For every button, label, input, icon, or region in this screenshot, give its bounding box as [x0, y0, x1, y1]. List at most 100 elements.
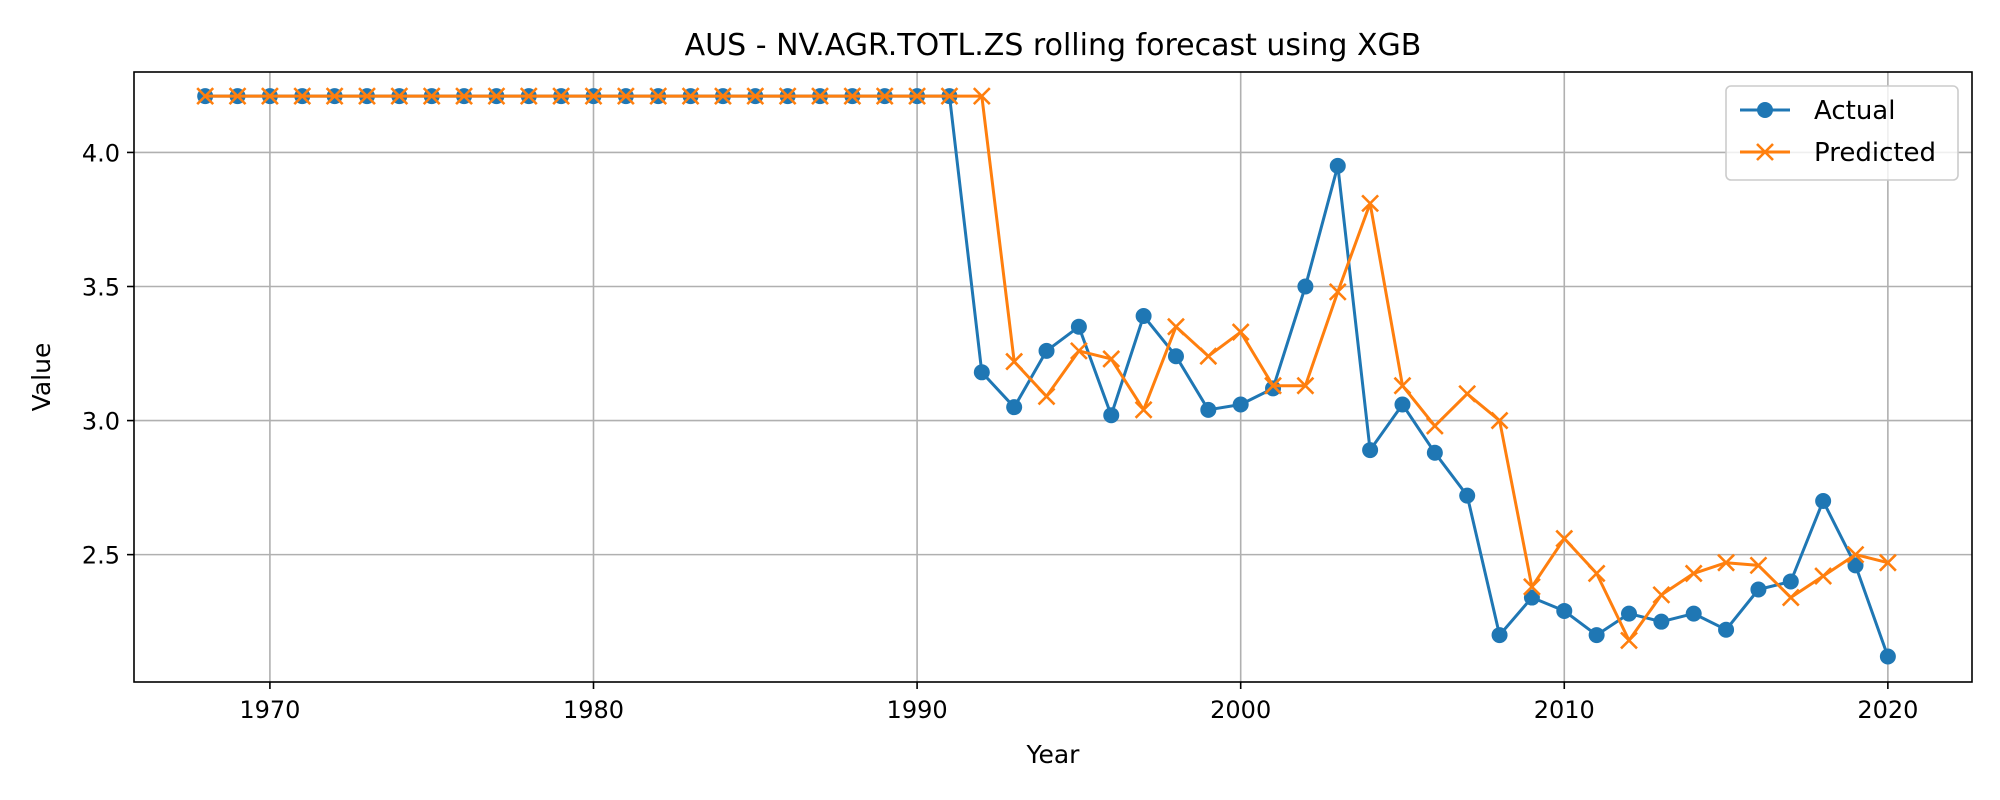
data-point-predicted [1037, 387, 1056, 406]
data-point-predicted [1296, 376, 1315, 395]
data-point-predicted [1523, 577, 1541, 596]
data-point-actual [1070, 318, 1087, 335]
data-point-predicted [1878, 553, 1897, 572]
data-point-predicted [1781, 588, 1800, 607]
data-point-predicted [714, 87, 732, 106]
series-predicted [196, 87, 1897, 650]
data-point-predicted [1199, 347, 1218, 366]
data-point-actual [1103, 407, 1120, 424]
data-point-predicted [1425, 417, 1444, 435]
y-tick-label: 2.5 [82, 542, 120, 570]
data-point-actual [1459, 487, 1476, 504]
data-point-predicted [455, 87, 473, 106]
data-point-predicted [1490, 411, 1509, 430]
data-point-actual [1135, 308, 1152, 324]
data-point-predicted [1846, 545, 1865, 564]
data-point-predicted [552, 87, 571, 106]
data-point-predicted [1167, 317, 1185, 336]
data-point-actual [1491, 627, 1508, 644]
data-point-predicted [940, 87, 959, 106]
data-point-actual [1556, 602, 1573, 619]
series-actual [197, 88, 1896, 665]
data-point-predicted [1102, 349, 1121, 368]
x-tick-label: 1990 [887, 696, 948, 724]
data-point-predicted [196, 87, 215, 106]
data-point-actual [1362, 442, 1379, 459]
tick-layer: 1970 1980 1990 2000 2010 2020 2.5 3.0 3.5 4.0 [82, 139, 1919, 724]
data-point-predicted [390, 87, 409, 106]
data-point-predicted [358, 87, 376, 106]
legend-marker-actual [1757, 102, 1773, 118]
data-point-actual [1265, 380, 1282, 397]
data-point-predicted [746, 87, 765, 106]
data-point-predicted [1005, 352, 1024, 371]
data-point-predicted [1264, 376, 1282, 395]
data-point-predicted [1328, 282, 1347, 301]
data-point-predicted [1684, 564, 1703, 583]
legend-label-predicted: Predicted [1814, 138, 1936, 168]
data-point-predicted [1361, 194, 1380, 213]
data-point-actual [1200, 401, 1217, 418]
data-point-actual [1815, 493, 1832, 510]
data-point-predicted [1555, 529, 1574, 548]
legend: Actual Predicted [1725, 85, 1959, 181]
data-point-predicted [422, 87, 441, 106]
x-tick-label: 1970 [239, 696, 300, 724]
y-tick-label: 3.0 [82, 408, 120, 436]
x-tick-label: 2010 [1534, 696, 1595, 724]
plot-frame [133, 71, 1973, 683]
data-point-predicted [778, 87, 797, 106]
data-point-predicted [811, 87, 829, 106]
x-tick-label: 2020 [1857, 696, 1918, 724]
data-point-actual [1426, 444, 1443, 461]
data-point-predicted [1231, 323, 1250, 342]
data-point-actual [1653, 613, 1670, 630]
series-layer [196, 87, 1897, 665]
x-axis-label: Year [1026, 740, 1081, 769]
data-point-predicted [1814, 567, 1833, 586]
data-point-actual [1297, 278, 1314, 295]
data-point-predicted [616, 87, 635, 106]
data-point-predicted [260, 87, 279, 106]
data-point-actual [1782, 573, 1799, 590]
legend-marker-predicted [1756, 143, 1774, 161]
data-point-predicted [1749, 556, 1768, 575]
data-point-predicted [1069, 341, 1088, 360]
data-point-actual [1620, 605, 1637, 622]
y-axis-label: Value [27, 343, 56, 412]
data-point-predicted [584, 87, 603, 106]
data-point-predicted [519, 87, 538, 106]
data-point-actual [1329, 157, 1346, 174]
x-tick-label: 2000 [1210, 696, 1271, 724]
data-point-actual [1847, 557, 1864, 574]
data-point-predicted [1587, 564, 1606, 583]
data-point-predicted [908, 87, 927, 106]
data-point-predicted [1134, 400, 1153, 419]
data-point-predicted [487, 87, 506, 106]
data-point-actual [1588, 627, 1605, 644]
data-point-predicted [649, 87, 668, 106]
data-point-actual [1394, 396, 1411, 413]
data-point-actual [1718, 621, 1735, 638]
data-point-actual [1523, 589, 1540, 606]
data-point-predicted [1652, 585, 1671, 604]
legend-label-actual: Actual [1814, 96, 1895, 126]
data-point-predicted [228, 87, 247, 106]
data-point-actual [1685, 605, 1702, 622]
series-line-predicted [205, 94, 1889, 642]
y-tick-label: 3.5 [82, 274, 120, 302]
chart-title: AUS - NV.AGR.TOTL.ZS rolling forecast us… [685, 28, 1422, 63]
grid [134, 72, 1972, 682]
legend-entry-actual: Actual [1740, 96, 1895, 126]
data-point-predicted [1620, 631, 1638, 650]
x-tick-label: 1980 [563, 696, 624, 724]
data-point-predicted [972, 87, 991, 106]
data-point-predicted [1717, 553, 1735, 572]
data-point-predicted [293, 87, 312, 106]
data-point-actual [1879, 648, 1896, 665]
data-point-actual [1232, 396, 1249, 413]
series-line-actual [205, 94, 1890, 658]
data-point-actual [1750, 581, 1767, 598]
data-point-predicted [325, 87, 344, 106]
